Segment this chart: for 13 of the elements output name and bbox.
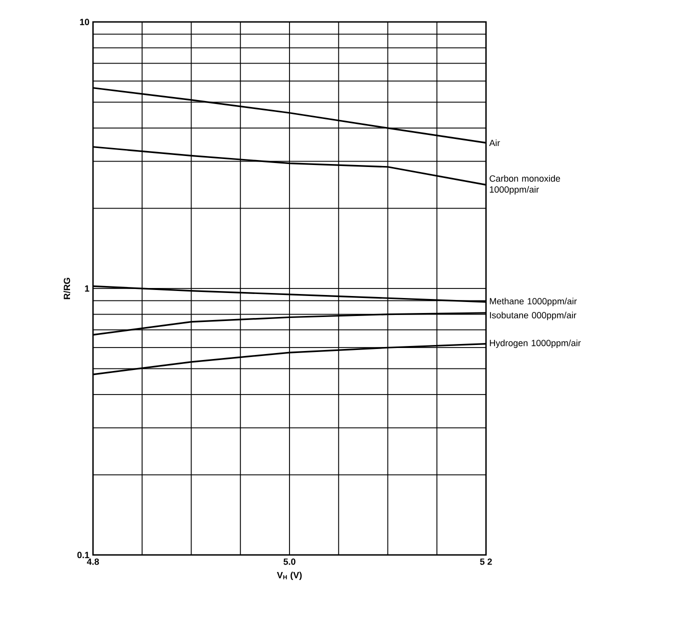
series-label: Hydrogen 1000ppm/air — [490, 340, 581, 348]
series-label: Air — [489, 140, 500, 146]
x-axis-title: V$_{H}$ (V) — [276, 572, 302, 580]
series-label: Isobutane 000ppm/air — [490, 312, 576, 320]
x-tick-label: 4.8 — [86, 558, 99, 565]
y-axis-title: R/RG — [64, 278, 70, 300]
series-label: Methane 1000ppm/air — [490, 298, 577, 306]
x-tick-label: 5 2 — [480, 558, 492, 565]
y-tick-label: 10 — [80, 18, 90, 26]
series-label: Carbon monoxide 1000ppm/air — [490, 175, 560, 194]
x-tick-label: 5.0 — [284, 558, 296, 565]
y-tick-label: 1 — [85, 285, 90, 292]
y-tick-label: 0.1 — [77, 552, 90, 558]
